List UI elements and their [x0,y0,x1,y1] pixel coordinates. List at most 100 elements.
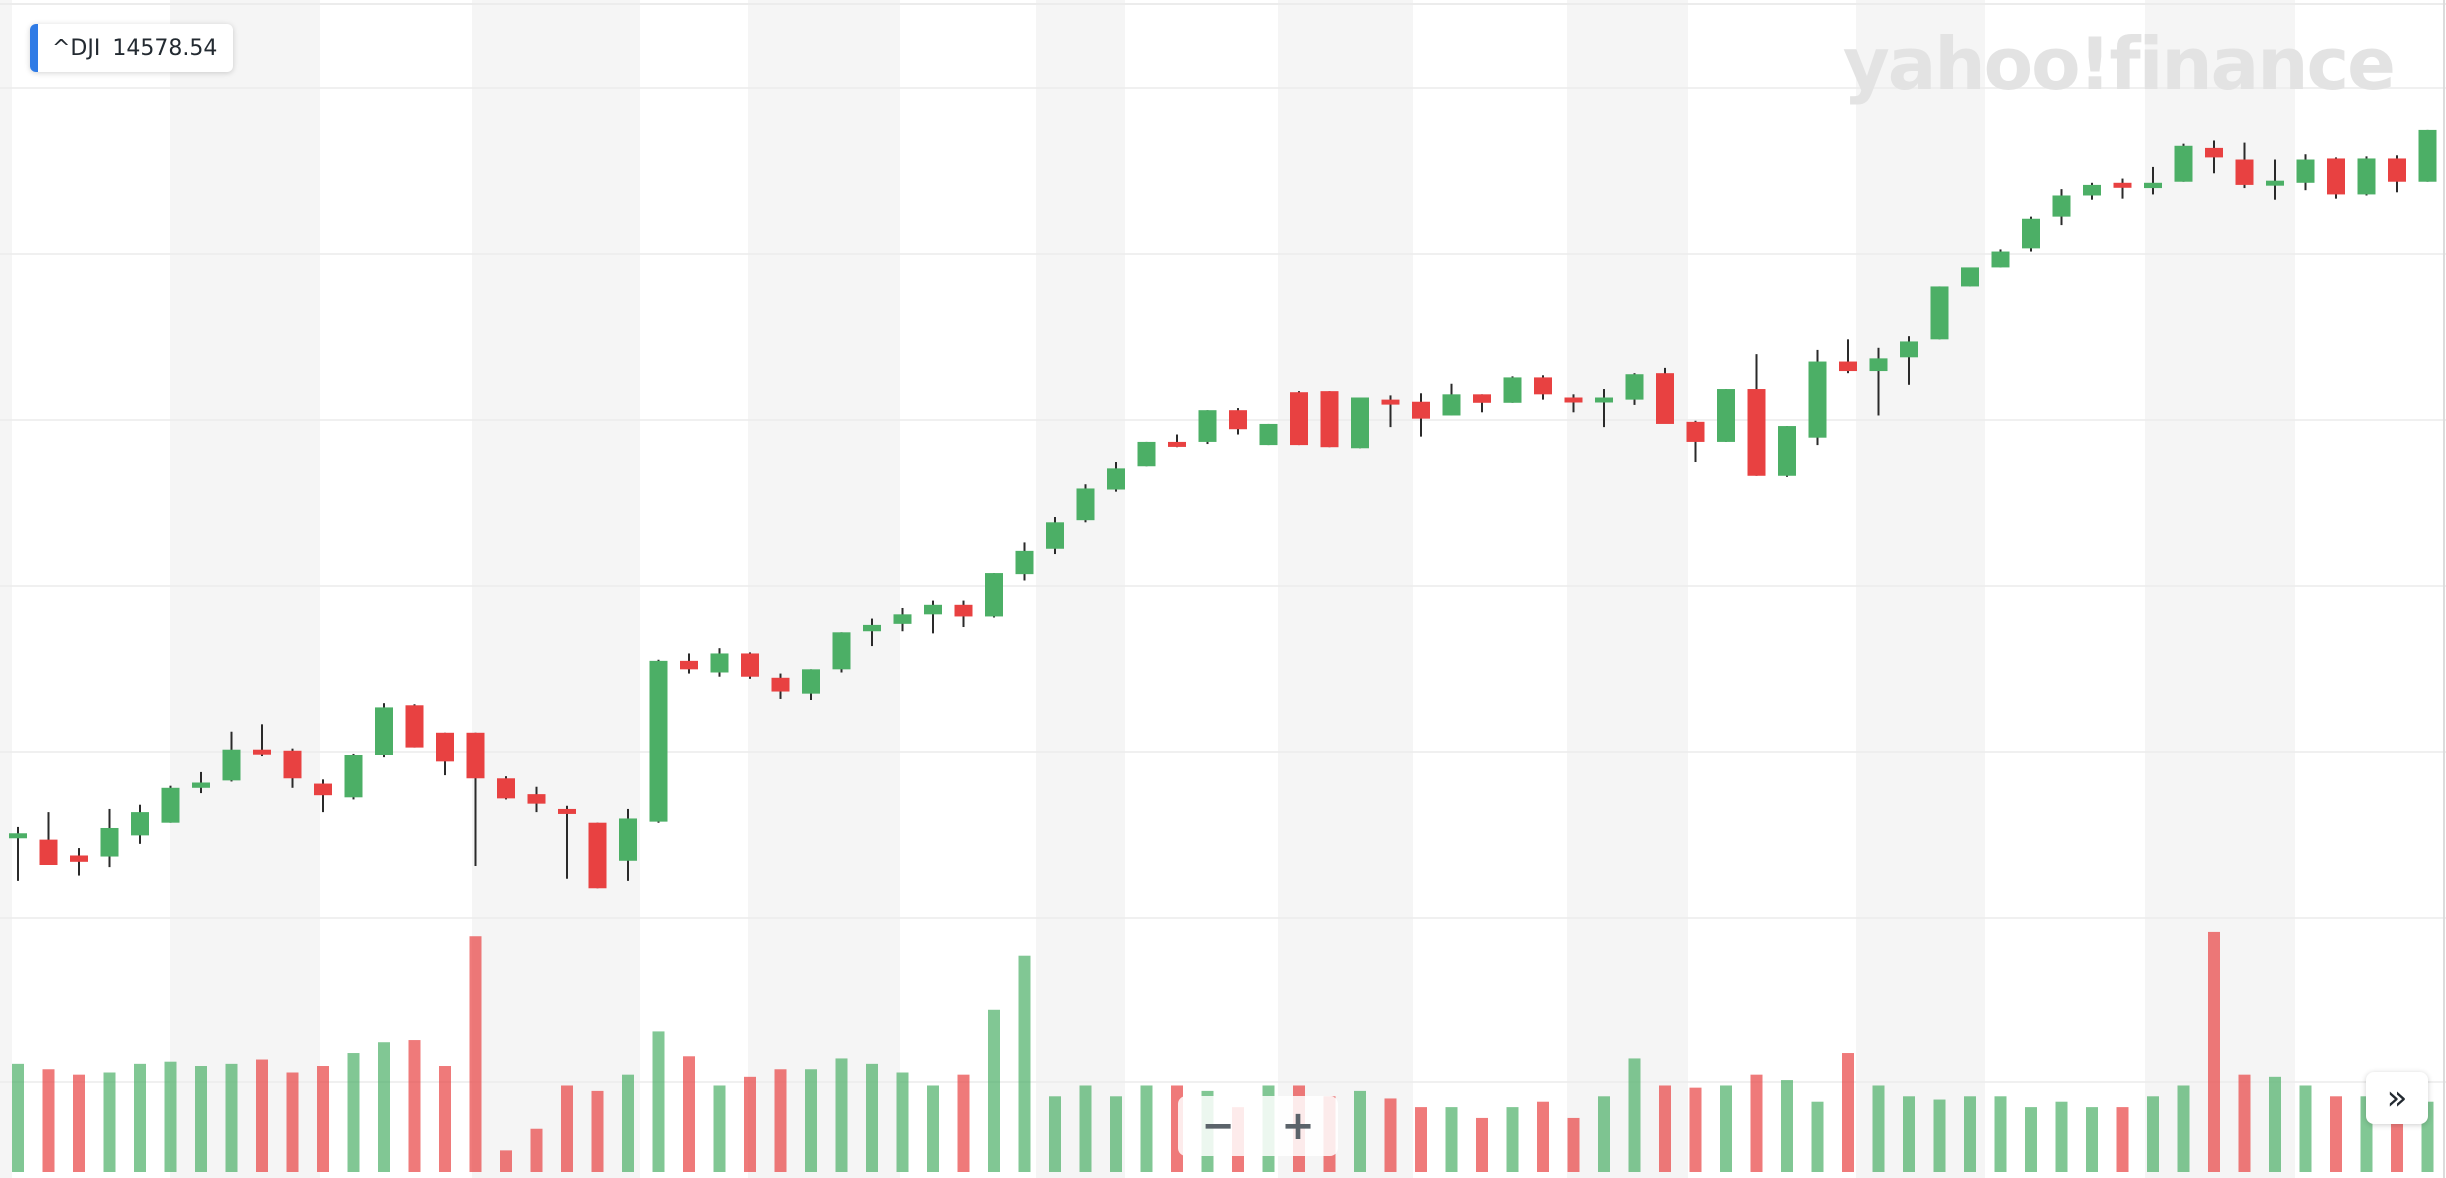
volume-bar [378,1042,390,1172]
volume-bar [1994,1096,2007,1172]
plus-icon: + [1281,1103,1315,1149]
candle-body [924,604,942,615]
candle-body [253,749,271,755]
candle-body [2174,145,2193,182]
volume-bar [1018,955,1031,1172]
volume-bar [134,1063,146,1172]
volume-bar [2330,1096,2342,1172]
candle-body [375,707,393,755]
candle-body [1534,377,1552,395]
candle-body [1168,441,1186,447]
volume-bar [2299,1085,2312,1172]
volume-bar [317,1066,329,1172]
candle-body [2022,218,2040,249]
volume-bar [1903,1096,1915,1172]
volume-bar [1872,1085,1885,1172]
candle-body [1290,392,1308,446]
candle-body [1717,389,1735,442]
background-band [1856,0,1985,1178]
candle-body [2083,184,2101,196]
zoom-in-button[interactable]: + [1268,1101,1328,1151]
volume-bars [12,931,2434,1172]
volume-bar [1110,1096,1122,1172]
candle-body [222,749,241,781]
candle-body [1991,251,2010,268]
candle-body [649,660,668,822]
candle-body [2296,159,2315,183]
volume-bar [2208,931,2220,1172]
candle-body [2144,182,2162,189]
volume-bar [1506,1107,1519,1172]
volume-bar [1415,1107,1427,1172]
background-band [748,0,900,1178]
candle-body [954,604,973,617]
candle-body [2327,158,2345,195]
volume-bar [1354,1090,1366,1172]
legend-color-swatch [30,24,38,72]
candle-body [1625,374,1644,400]
legend[interactable]: ^DJI 14578.54 [30,24,234,72]
volume-bar [1933,1099,1946,1172]
volume-bar [652,1031,665,1172]
candle-body [710,653,729,673]
volume-bar [1384,1098,1397,1172]
candle-body [1656,373,1674,424]
zoom-out-button[interactable]: − [1188,1101,1248,1151]
volume-bar [347,1053,360,1172]
candle-body [1778,426,1796,476]
candle-body [832,632,851,670]
candle-body [161,787,180,823]
candle-body [2113,182,2132,188]
candle-body [9,833,27,839]
candle-body [619,818,637,861]
volume-bar [2238,1074,2251,1172]
candle-body [1381,399,1400,405]
candle-body [1808,361,1827,438]
candle-body [314,783,332,796]
candle-body [2357,158,2376,195]
volume-bar [1689,1087,1702,1172]
candle-body [405,705,424,748]
volume-bar [1049,1096,1061,1172]
zoom-controls: − + [1178,1096,1338,1156]
candle-body [39,839,58,865]
volume-bar [2177,1085,2190,1172]
background-bands [0,0,2295,1178]
volume-bar [286,1072,299,1172]
candle-body [1686,421,1705,442]
volume-bar [1628,1058,1641,1172]
candle-body [741,653,759,677]
volume-bar [1842,1053,1854,1172]
volume-bar [988,1009,1000,1172]
volume-bar [1537,1101,1549,1172]
scroll-to-latest-button[interactable]: » [2366,1072,2428,1124]
volume-bar [1781,1080,1793,1172]
legend-value: 14578.54 [112,35,218,61]
candle-body [527,794,546,804]
candle-body [283,750,302,779]
candle-body [1595,397,1613,403]
volume-bar [2055,1101,2068,1172]
volume-bar [2025,1107,2037,1172]
volume-bar [225,1063,238,1172]
candle-body [1930,286,1949,340]
volume-bar [1140,1085,1153,1172]
volume-bar [439,1066,451,1172]
volume-bar [164,1061,177,1172]
candle-body [893,614,912,624]
candle-body [1839,361,1857,372]
candle-body [802,669,820,694]
volume-bar [561,1085,573,1172]
candle-body [2205,147,2223,158]
candle-body [1564,397,1583,403]
candle-body [1076,488,1095,521]
volume-bar [1445,1107,1458,1172]
background-band [170,0,320,1178]
candle-body [131,812,149,836]
candle-body [985,573,1003,617]
background-band [0,0,12,1178]
candle-body [1900,341,1918,358]
candle-body [680,660,698,670]
